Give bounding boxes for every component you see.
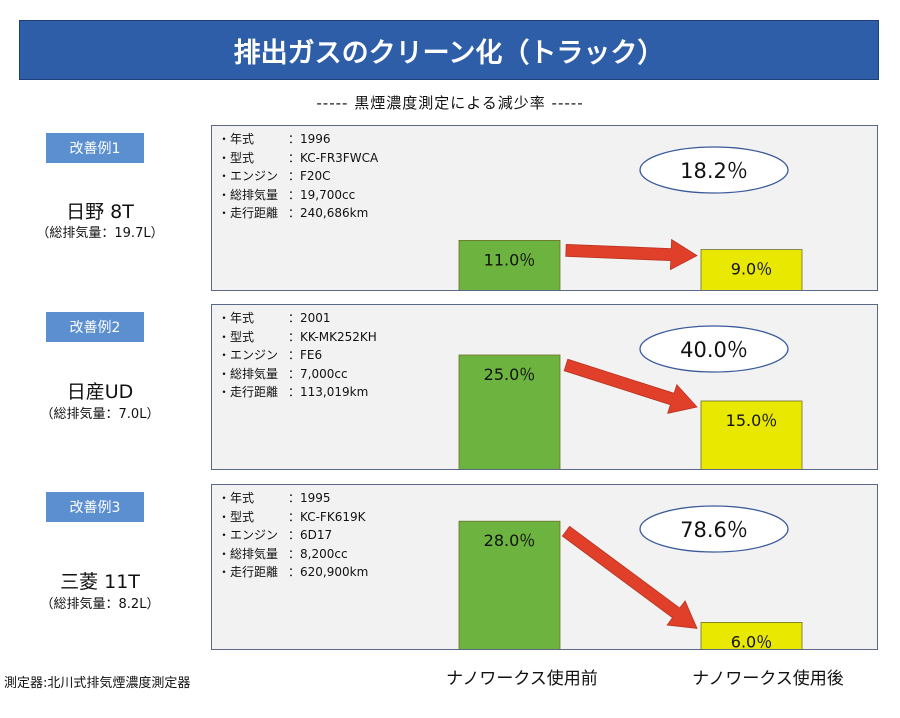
spec-item: ・エンジン ：FE6 xyxy=(218,346,377,365)
page-subtitle: ----- 黒煙濃度測定による減少率 ----- xyxy=(316,94,584,112)
case-panel-1: ・年式 ：1996 ・型式 ：KC-FR3FWCA ・エンジン ：F20C ・総排気量… xyxy=(211,125,878,291)
case-displacement-2: （総排気量：7.0L） xyxy=(40,407,160,422)
spec-list-2: ・年式 ：2001 ・型式 ：KK-MK252KH ・エンジン ：FE6 ・総排気量 ：… xyxy=(218,309,377,402)
page-title: 排出ガスのクリーン化（トラック） xyxy=(19,20,879,80)
spec-item: ・年式 ：1995 xyxy=(218,489,368,508)
bar-chart-3: 28.0％ 6.0％ 78.6％ xyxy=(458,505,803,649)
spec-label: ・走行距離 xyxy=(218,565,279,579)
spec-item: ・総排気量 ：8,200cc xyxy=(218,545,368,564)
bar-value-label: 11.0％ xyxy=(484,250,536,269)
spec-value: ：620,900km xyxy=(288,565,369,579)
bar-before xyxy=(458,240,561,290)
spec-label: ・走行距離 xyxy=(218,385,279,399)
spec-item: ・走行距離 ：620,900km xyxy=(218,563,368,582)
spec-value: ：19,700cc xyxy=(288,187,356,202)
case-name-1: 日野 8T xyxy=(66,201,134,223)
bar-chart-2: 25.0％ 15.0％ 40.0％ xyxy=(458,325,803,469)
spec-label: ・エンジン xyxy=(218,348,279,362)
case-displacement-1: （総排気量：19.7L） xyxy=(36,226,164,241)
reduction-rate-label: 78.6％ xyxy=(680,518,748,542)
spec-value: ：1996 xyxy=(288,132,331,146)
spec-label: ・総排気量 xyxy=(218,366,279,381)
category-label-before: ナノワークス使用前 xyxy=(446,669,598,689)
bar-before xyxy=(458,520,561,649)
reduction-rate-label: 40.0％ xyxy=(680,338,748,362)
spec-label: ・エンジン xyxy=(218,528,279,542)
reduction-rate-label: 18.2％ xyxy=(680,159,748,183)
spec-value: ：240,686km xyxy=(288,206,369,220)
spec-label: ・年式 xyxy=(218,491,255,505)
bar-after xyxy=(700,249,803,290)
case-panel-2: ・年式 ：2001 ・型式 ：KK-MK252KH ・エンジン ：FE6 ・総排気量 ：… xyxy=(211,304,878,470)
spec-label: ・走行距離 xyxy=(218,206,279,220)
reduction-arrow xyxy=(561,525,698,629)
bar-value-label: 15.0％ xyxy=(726,411,778,430)
case-badge-1: 改善例1 xyxy=(46,133,144,163)
spec-label: ・型式 xyxy=(218,509,255,524)
spec-item: ・走行距離 ：113,019km xyxy=(218,383,377,402)
spec-value: ：1995 xyxy=(288,491,331,505)
spec-label: ・エンジン xyxy=(218,169,279,183)
spec-value: ：2001 xyxy=(288,311,331,325)
spec-list-1: ・年式 ：1996 ・型式 ：KC-FR3FWCA ・エンジン ：F20C ・総排気量… xyxy=(218,130,378,223)
case-displacement-3: （総排気量：8.2L） xyxy=(40,597,160,612)
bar-value-label: 6.0％ xyxy=(731,632,772,649)
spec-label: ・総排気量 xyxy=(218,187,279,202)
bar-value-label: 28.0％ xyxy=(484,531,536,550)
spec-label: ・総排気量 xyxy=(218,546,279,561)
case-badge-3: 改善例3 xyxy=(46,492,144,522)
reduction-ellipse xyxy=(639,505,789,553)
spec-value: ：KK-MK252KH xyxy=(288,329,377,344)
spec-item: ・エンジン ：F20C xyxy=(218,167,378,186)
spec-value: ：F20C xyxy=(288,169,331,183)
case-panel-3: ・年式 ：1995 ・型式 ：KC-FK619K ・エンジン ：6D17 ・総排気量 ：… xyxy=(211,484,878,650)
spec-item: ・総排気量 ：7,000cc xyxy=(218,365,377,384)
spec-item: ・型式 ：KK-MK252KH xyxy=(218,328,377,347)
spec-value: ：FE6 xyxy=(288,348,323,362)
bar-before xyxy=(458,354,561,469)
spec-item: ・エンジン ：6D17 xyxy=(218,526,368,545)
spec-item: ・型式 ：KC-FR3FWCA xyxy=(218,149,378,168)
reduction-ellipse xyxy=(639,146,789,194)
spec-value: ：6D17 xyxy=(288,528,333,542)
spec-list-3: ・年式 ：1995 ・型式 ：KC-FK619K ・エンジン ：6D17 ・総排気量 ：… xyxy=(218,489,368,582)
case-name-2: 日産UD xyxy=(66,381,134,403)
case-name-3: 三菱 11T xyxy=(60,571,140,593)
case-badge-2: 改善例2 xyxy=(46,312,144,342)
measurement-note: 測定器:北川式排気煙濃度測定器 xyxy=(4,676,191,691)
reduction-ellipse xyxy=(639,325,789,373)
spec-label: ・型式 xyxy=(218,150,255,165)
bar-after xyxy=(700,400,803,469)
spec-value: ：8,200cc xyxy=(288,546,348,561)
spec-label: ・年式 xyxy=(218,132,255,146)
spec-value: ：113,019km xyxy=(288,385,369,399)
spec-item: ・総排気量 ：19,700cc xyxy=(218,186,378,205)
category-label-after: ナノワークス使用後 xyxy=(692,669,844,689)
spec-label: ・型式 xyxy=(218,329,255,344)
spec-item: ・走行距離 ：240,686km xyxy=(218,204,378,223)
spec-value: ：KC-FR3FWCA xyxy=(288,150,379,165)
spec-label: ・年式 xyxy=(218,311,255,325)
bar-value-label: 9.0％ xyxy=(731,260,772,279)
spec-value: ：7,000cc xyxy=(288,366,348,381)
spec-item: ・型式 ：KC-FK619K xyxy=(218,508,368,527)
spec-value: ：KC-FK619K xyxy=(288,509,366,524)
bar-value-label: 25.0％ xyxy=(484,365,536,384)
bar-chart-1: 11.0％ 9.0％ 18.2％ xyxy=(458,146,803,290)
reduction-arrow xyxy=(563,358,698,414)
spec-item: ・年式 ：2001 xyxy=(218,309,377,328)
spec-item: ・年式 ：1996 xyxy=(218,130,378,149)
reduction-arrow xyxy=(565,238,698,271)
bar-after xyxy=(700,621,803,649)
